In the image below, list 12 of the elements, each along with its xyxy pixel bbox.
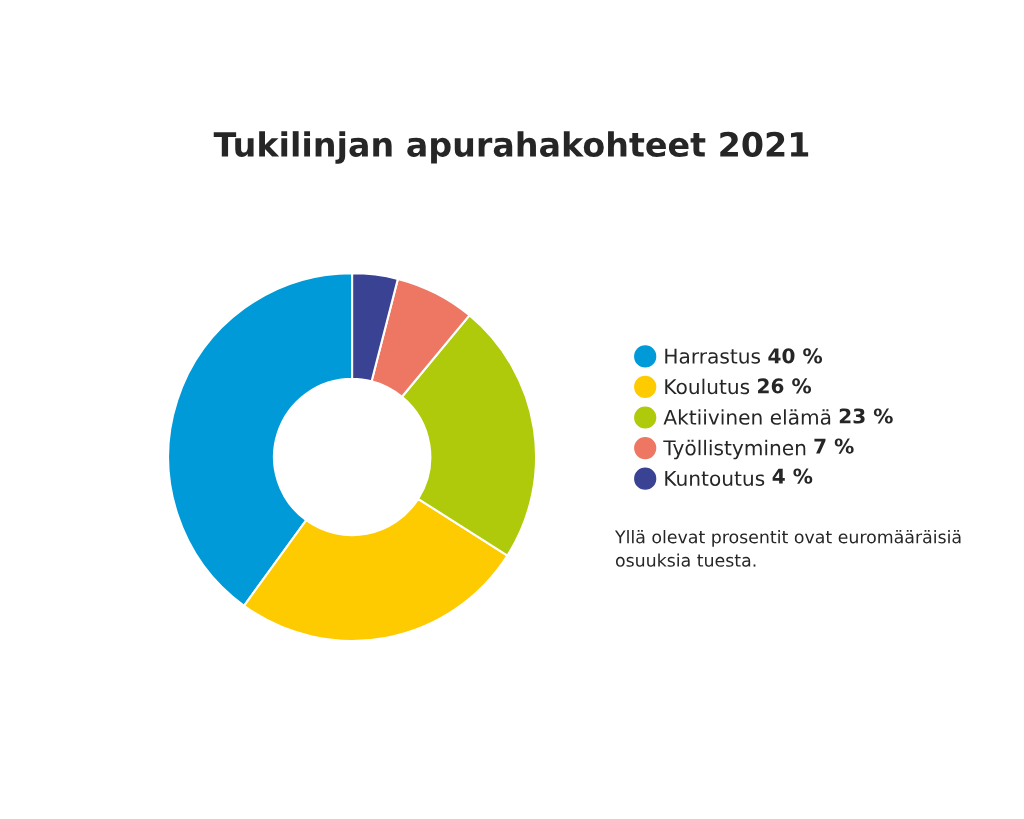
legend-label: Aktiivinen elämä [663,409,831,425]
legend-label: Koulutus [665,378,750,395]
legend-label: Työllistyminen [663,439,806,460]
data-label: 26 % [758,378,812,394]
data-label: 4 % [772,468,813,484]
chart-title: Tukilinjan apurahakohteet 2021 [213,131,809,164]
text: Yllä olevat prosentit ovat euromääräisiä osuuksia tuesta. [614,530,961,567]
legend-label: Harrastus [665,348,761,364]
legend-label: Kuntoutus [665,471,765,486]
data-label: 40 % [768,348,823,364]
data-label: 7 % [814,438,854,454]
data-label: 23 % [839,408,893,424]
